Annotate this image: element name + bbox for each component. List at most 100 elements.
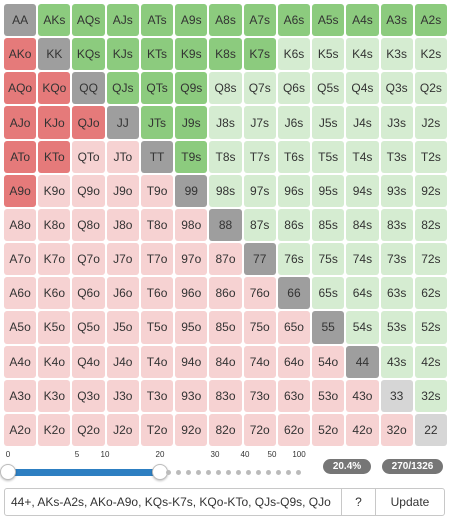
hand-cell-q7o[interactable]: Q7o xyxy=(72,243,105,276)
hand-cell-65o[interactable]: 65o xyxy=(277,311,311,344)
hand-cell-62s[interactable]: 62s xyxy=(414,277,447,310)
hand-cell-q5o[interactable]: Q5o xyxy=(72,311,105,344)
hand-cell-84o[interactable]: 84o xyxy=(209,345,242,378)
hand-cell-97o[interactable]: 97o xyxy=(175,243,208,276)
hand-cell-75o[interactable]: 75o xyxy=(243,311,276,344)
hand-cell-73s[interactable]: 73s xyxy=(380,243,413,276)
hand-cell-k3o[interactable]: K3o xyxy=(38,379,71,412)
hand-cell-t7o[interactable]: T7o xyxy=(140,243,174,276)
hand-cell-97s[interactable]: 97s xyxy=(243,174,276,207)
hand-cell-qjs[interactable]: QJs xyxy=(106,72,139,105)
hand-cell-94s[interactable]: 94s xyxy=(346,174,379,207)
hand-cell-k9o[interactable]: K9o xyxy=(38,174,71,207)
hand-cell-q8o[interactable]: Q8o xyxy=(72,208,105,242)
hand-cell-tt[interactable]: TT xyxy=(140,140,174,173)
hand-cell-93o[interactable]: 93o xyxy=(175,379,208,412)
hand-cell-95o[interactable]: 95o xyxy=(175,311,208,344)
hand-cell-83s[interactable]: 83s xyxy=(380,208,413,242)
hand-cell-54s[interactable]: 54s xyxy=(346,311,379,344)
hand-cell-k5o[interactable]: K5o xyxy=(38,311,71,344)
hand-cell-72o[interactable]: 72o xyxy=(243,413,276,446)
hand-cell-j6o[interactable]: J6o xyxy=(106,277,139,310)
hand-cell-k7s[interactable]: K7s xyxy=(243,38,276,71)
hand-cell-k6s[interactable]: K6s xyxy=(277,38,311,71)
hand-cell-a8s[interactable]: A8s xyxy=(209,4,242,37)
hand-cell-a5o[interactable]: A5o xyxy=(4,311,37,344)
hand-cell-a8o[interactable]: A8o xyxy=(4,208,37,242)
hand-cell-q9s[interactable]: Q9s xyxy=(175,72,208,105)
hand-cell-63s[interactable]: 63s xyxy=(380,277,413,310)
hand-cell-86o[interactable]: 86o xyxy=(209,277,242,310)
hand-cell-98s[interactable]: 98s xyxy=(209,174,242,207)
hand-cell-kts[interactable]: KTs xyxy=(140,38,174,71)
hand-cell-k7o[interactable]: K7o xyxy=(38,243,71,276)
hand-cell-qts[interactable]: QTs xyxy=(140,72,174,105)
hand-cell-32o[interactable]: 32o xyxy=(380,413,413,446)
hand-cell-a6s[interactable]: A6s xyxy=(277,4,311,37)
hand-cell-qq[interactable]: QQ xyxy=(72,72,105,105)
hand-cell-k9s[interactable]: K9s xyxy=(175,38,208,71)
hand-cell-jto[interactable]: JTo xyxy=(106,140,139,173)
hand-cell-87o[interactable]: 87o xyxy=(209,243,242,276)
hand-cell-82o[interactable]: 82o xyxy=(209,413,242,446)
hand-cell-44[interactable]: 44 xyxy=(346,345,379,378)
hand-cell-ats[interactable]: ATs xyxy=(140,4,174,37)
hand-cell-64s[interactable]: 64s xyxy=(346,277,379,310)
hand-cell-ato[interactable]: ATo xyxy=(4,140,37,173)
hand-cell-kto[interactable]: KTo xyxy=(38,140,71,173)
hand-cell-q5s[interactable]: Q5s xyxy=(312,72,345,105)
hand-cell-72s[interactable]: 72s xyxy=(414,243,447,276)
hand-cell-q8s[interactable]: Q8s xyxy=(209,72,242,105)
hand-cell-q7s[interactable]: Q7s xyxy=(243,72,276,105)
hand-cell-t2o[interactable]: T2o xyxy=(140,413,174,446)
range-slider[interactable]: 0 5 10 20 30 40 50 100 20.4% 270/1326 xyxy=(0,448,451,484)
hand-cell-53o[interactable]: 53o xyxy=(312,379,345,412)
hand-cell-ako[interactable]: AKo xyxy=(4,38,37,71)
hand-cell-q3s[interactable]: Q3s xyxy=(380,72,413,105)
hand-cell-92o[interactable]: 92o xyxy=(175,413,208,446)
hand-cell-87s[interactable]: 87s xyxy=(243,208,276,242)
hand-cell-63o[interactable]: 63o xyxy=(277,379,311,412)
hand-cell-85s[interactable]: 85s xyxy=(312,208,345,242)
hand-cell-76o[interactable]: 76o xyxy=(243,277,276,310)
hand-cell-42s[interactable]: 42s xyxy=(414,345,447,378)
hand-cell-q4o[interactable]: Q4o xyxy=(72,345,105,378)
hand-cell-k4s[interactable]: K4s xyxy=(346,38,379,71)
hand-cell-54o[interactable]: 54o xyxy=(312,345,345,378)
hand-cell-q2s[interactable]: Q2s xyxy=(414,72,447,105)
hand-cell-a7o[interactable]: A7o xyxy=(4,243,37,276)
hand-cell-t5o[interactable]: T5o xyxy=(140,311,174,344)
hand-cell-j3o[interactable]: J3o xyxy=(106,379,139,412)
hand-cell-43s[interactable]: 43s xyxy=(380,345,413,378)
hand-cell-t4s[interactable]: T4s xyxy=(346,140,379,173)
hand-cell-92s[interactable]: 92s xyxy=(414,174,447,207)
range-text-input[interactable] xyxy=(4,488,342,516)
hand-cell-t8o[interactable]: T8o xyxy=(140,208,174,242)
hand-cell-kqs[interactable]: KQs xyxy=(72,38,105,71)
hand-cell-66[interactable]: 66 xyxy=(277,277,311,310)
hand-cell-k3s[interactable]: K3s xyxy=(380,38,413,71)
hand-cell-jts[interactable]: JTs xyxy=(140,106,174,139)
hand-cell-85o[interactable]: 85o xyxy=(209,311,242,344)
hand-cell-a5s[interactable]: A5s xyxy=(312,4,345,37)
hand-cell-t4o[interactable]: T4o xyxy=(140,345,174,378)
hand-cell-96o[interactable]: 96o xyxy=(175,277,208,310)
hand-cell-96s[interactable]: 96s xyxy=(277,174,311,207)
hand-cell-83o[interactable]: 83o xyxy=(209,379,242,412)
hand-cell-k8s[interactable]: K8s xyxy=(209,38,242,71)
hand-cell-aqs[interactable]: AQs xyxy=(72,4,105,37)
hand-cell-j2o[interactable]: J2o xyxy=(106,413,139,446)
hand-cell-ajo[interactable]: AJo xyxy=(4,106,37,139)
hand-cell-33[interactable]: 33 xyxy=(380,379,413,412)
hand-cell-a4o[interactable]: A4o xyxy=(4,345,37,378)
hand-cell-k4o[interactable]: K4o xyxy=(38,345,71,378)
hand-cell-a7s[interactable]: A7s xyxy=(243,4,276,37)
hand-cell-65s[interactable]: 65s xyxy=(312,277,345,310)
hand-cell-52o[interactable]: 52o xyxy=(312,413,345,446)
hand-cell-99[interactable]: 99 xyxy=(175,174,208,207)
hand-cell-j7o[interactable]: J7o xyxy=(106,243,139,276)
hand-cell-a2s[interactable]: A2s xyxy=(414,4,447,37)
hand-cell-t6o[interactable]: T6o xyxy=(140,277,174,310)
hand-cell-52s[interactable]: 52s xyxy=(414,311,447,344)
hand-cell-j5s[interactable]: J5s xyxy=(312,106,345,139)
